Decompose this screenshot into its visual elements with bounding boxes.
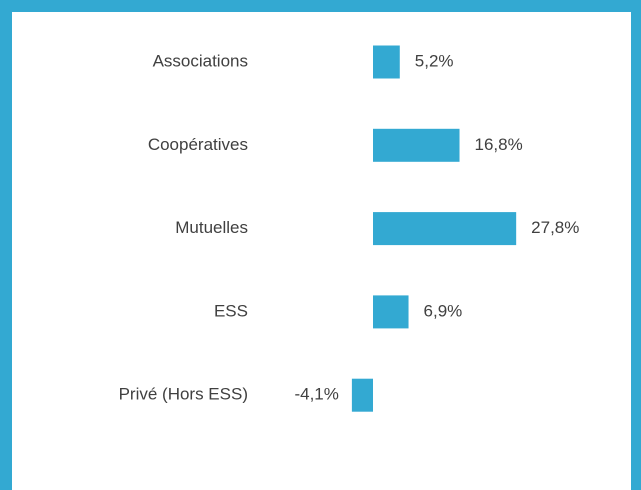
data-label: 27,8% bbox=[531, 218, 579, 237]
category-label: Associations bbox=[153, 51, 248, 70]
data-label: 6,9% bbox=[424, 301, 463, 320]
bar bbox=[373, 212, 517, 246]
data-label: 16,8% bbox=[475, 135, 523, 154]
bar bbox=[373, 45, 400, 79]
category-label: Privé (Hors ESS) bbox=[119, 385, 248, 404]
bar bbox=[351, 378, 373, 412]
bar bbox=[373, 295, 409, 329]
category-label: ESS bbox=[214, 301, 248, 320]
data-label: 5,2% bbox=[415, 51, 454, 70]
category-label: Coopératives bbox=[148, 135, 248, 154]
bar bbox=[373, 128, 460, 162]
data-label: -4,1% bbox=[294, 385, 338, 404]
category-label: Mutuelles bbox=[175, 218, 248, 237]
plot-background bbox=[12, 12, 631, 490]
